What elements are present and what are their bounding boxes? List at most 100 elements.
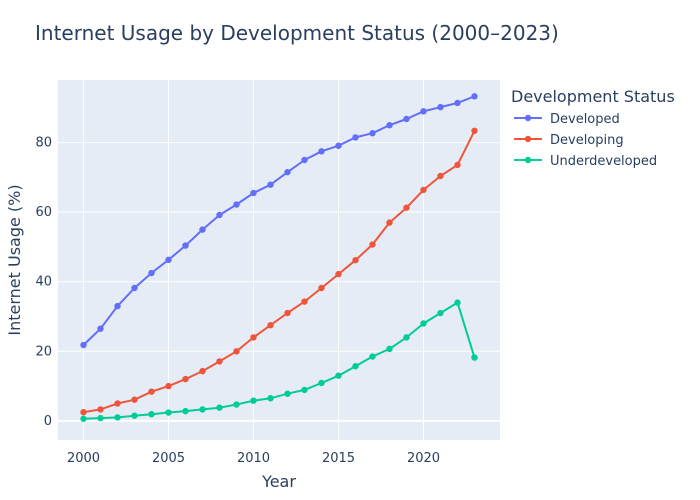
- data-point-developed: [182, 242, 189, 249]
- legend-item-developed[interactable]: Developed: [514, 112, 620, 127]
- data-point-developing: [97, 406, 104, 413]
- data-point-developed: [454, 99, 461, 107]
- data-point-developing: [454, 161, 461, 169]
- legend-title: Development Status: [511, 87, 675, 106]
- series-underdeveloped: [80, 299, 478, 422]
- data-point-developed: [420, 108, 427, 115]
- data-point-developing: [318, 284, 325, 292]
- y-tick-label: 20: [35, 344, 52, 359]
- legend: Development Status Developed Developing Un…: [511, 87, 675, 169]
- data-point-underdeveloped: [199, 406, 206, 413]
- x-tick-label: 2020: [407, 451, 440, 466]
- data-point-developed: [97, 325, 104, 332]
- data-point-developing: [471, 127, 478, 134]
- data-point-underdeveloped: [182, 407, 189, 415]
- chart-title: Internet Usage by Development Status (20…: [35, 21, 559, 45]
- data-point-developed: [386, 122, 393, 129]
- data-point-underdeveloped: [335, 372, 342, 379]
- data-point-developing: [386, 219, 393, 226]
- data-point-developed: [301, 156, 308, 164]
- x-tick-label: 2000: [67, 451, 100, 466]
- data-point-underdeveloped: [301, 386, 308, 394]
- y-tick-label: 0: [44, 414, 52, 429]
- data-point-developing: [284, 309, 291, 317]
- data-point-underdeveloped: [97, 414, 104, 422]
- legend-swatch-marker: [524, 114, 532, 122]
- data-point-developing: [335, 270, 342, 278]
- data-point-developed: [403, 115, 410, 123]
- data-point-developing: [369, 241, 376, 248]
- data-point-developing: [352, 256, 359, 264]
- x-tick-label: 2010: [237, 451, 270, 466]
- data-point-underdeveloped: [420, 320, 427, 327]
- plot-area: [58, 80, 500, 440]
- data-point-developing: [403, 204, 410, 211]
- data-point-developed: [369, 130, 376, 137]
- data-point-developing: [131, 396, 138, 403]
- data-point-developed: [284, 168, 291, 176]
- y-tick-label: 60: [35, 205, 52, 220]
- y-axis-title: Internet Usage (%): [5, 184, 24, 335]
- data-point-developed: [165, 256, 172, 264]
- data-point-underdeveloped: [233, 401, 240, 408]
- data-point-underdeveloped: [216, 404, 223, 411]
- data-point-developed: [471, 93, 478, 100]
- data-point-developing: [80, 408, 87, 416]
- legend-item-underdeveloped[interactable]: Underdeveloped: [514, 154, 657, 169]
- x-tick-label: 2005: [152, 451, 185, 466]
- data-point-developing: [301, 298, 308, 305]
- data-point-developing: [233, 348, 240, 355]
- legend-swatch-marker: [524, 135, 532, 143]
- data-point-underdeveloped: [454, 299, 461, 306]
- x-axis-ticks: 2000 2005 2010 2015 2020: [67, 451, 440, 466]
- data-point-underdeveloped: [403, 334, 410, 341]
- data-point-underdeveloped: [80, 415, 87, 422]
- data-point-underdeveloped: [250, 397, 257, 404]
- data-point-developed: [250, 189, 257, 197]
- data-point-underdeveloped: [386, 345, 393, 353]
- y-axis-ticks: 0 20 40 60 80: [35, 136, 52, 429]
- series-developed: [80, 93, 478, 349]
- data-point-developed: [80, 341, 87, 349]
- data-point-underdeveloped: [114, 414, 121, 421]
- data-point-developing: [216, 358, 223, 365]
- data-point-developing: [182, 375, 189, 383]
- data-point-underdeveloped: [471, 354, 478, 361]
- series-layer: [80, 93, 478, 422]
- legend-label: Developed: [550, 112, 620, 127]
- data-point-developing: [148, 388, 155, 395]
- legend-swatch-marker: [524, 156, 532, 164]
- y-tick-label: 40: [35, 275, 52, 290]
- data-point-underdeveloped: [437, 309, 444, 317]
- grid-lines: [58, 80, 500, 440]
- legend-label: Developing: [550, 133, 624, 148]
- data-point-developed: [318, 148, 325, 155]
- data-point-developed: [267, 181, 274, 188]
- x-tick-label: 2015: [322, 451, 355, 466]
- legend-item-developing[interactable]: Developing: [514, 133, 624, 148]
- data-point-developing: [267, 322, 274, 329]
- data-point-underdeveloped: [284, 390, 291, 397]
- data-point-developed: [114, 302, 121, 310]
- data-point-developed: [437, 103, 444, 111]
- data-point-developed: [199, 226, 206, 233]
- data-point-developed: [131, 284, 138, 292]
- data-point-underdeveloped: [148, 411, 155, 418]
- data-point-underdeveloped: [369, 353, 376, 360]
- legend-label: Underdeveloped: [550, 154, 657, 169]
- data-point-developed: [233, 201, 240, 208]
- y-tick-label: 80: [35, 136, 52, 151]
- x-axis-title: Year: [261, 472, 296, 491]
- data-point-underdeveloped: [352, 363, 359, 370]
- data-point-underdeveloped: [267, 395, 274, 402]
- series-developing: [80, 127, 478, 416]
- data-point-developing: [420, 186, 427, 194]
- data-point-developing: [114, 400, 121, 407]
- data-point-underdeveloped: [165, 409, 172, 416]
- data-point-underdeveloped: [318, 379, 325, 387]
- data-point-developing: [437, 172, 444, 180]
- data-point-developed: [216, 211, 223, 219]
- data-point-underdeveloped: [131, 412, 138, 419]
- data-point-developed: [352, 134, 359, 141]
